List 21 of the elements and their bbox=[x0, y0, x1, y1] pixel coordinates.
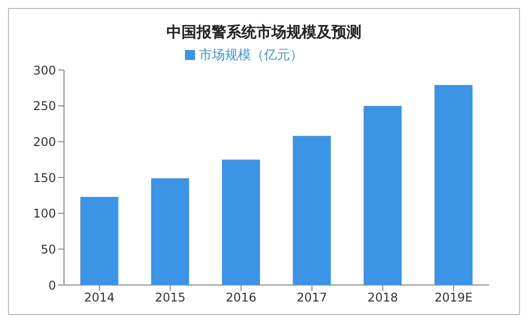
bar bbox=[151, 178, 190, 285]
bar bbox=[222, 160, 260, 285]
bar bbox=[434, 85, 472, 285]
legend-label: 市场规模（亿元） bbox=[199, 48, 303, 63]
x-tick-label: 2015 bbox=[154, 290, 186, 305]
x-tick-label: 2018 bbox=[367, 290, 398, 305]
y-tick-label: 200 bbox=[33, 134, 56, 149]
bar bbox=[364, 106, 402, 285]
y-tick-label: 250 bbox=[33, 99, 56, 114]
x-tick-label: 2019E bbox=[434, 290, 473, 305]
bar bbox=[292, 136, 331, 285]
chart-title: 中国报警系统市场规模及预测 bbox=[166, 22, 362, 42]
y-tick-label: 150 bbox=[33, 170, 56, 185]
y-tick-label: 100 bbox=[33, 206, 56, 221]
x-tick-label: 2017 bbox=[296, 290, 328, 305]
y-tick-label: 50 bbox=[40, 242, 56, 256]
y-tick-label: 0 bbox=[48, 278, 56, 292]
x-tick-label: 2016 bbox=[226, 290, 256, 305]
bar bbox=[80, 196, 118, 285]
x-tick-label: 2014 bbox=[84, 290, 115, 305]
y-tick-label: 300 bbox=[33, 63, 56, 78]
